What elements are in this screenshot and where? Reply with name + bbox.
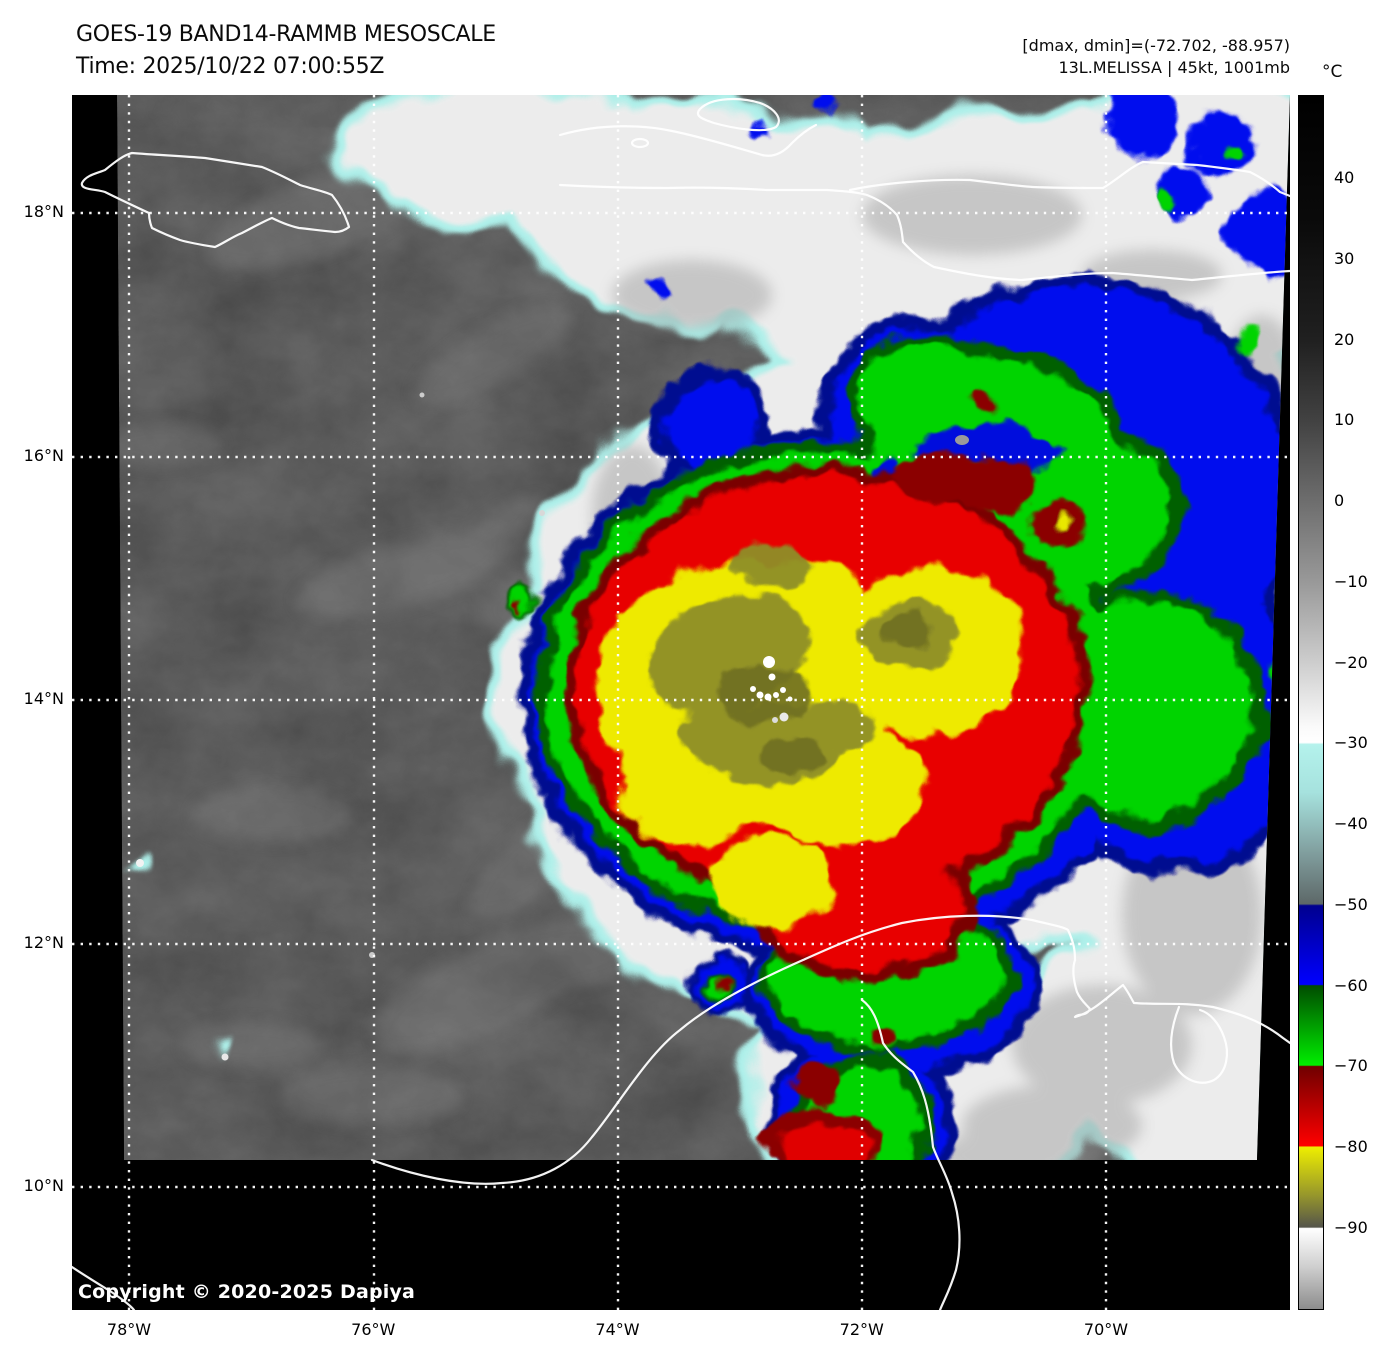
lon-axis-label: 72°W: [839, 1320, 884, 1339]
page-title: GOES-19 BAND14-RAMMB MESOSCALE: [76, 22, 496, 47]
graticule-layer: [72, 95, 1290, 1310]
coastline-sw-corner: [72, 1265, 136, 1310]
storm-info-label: 13L.MELISSA | 45kt, 1001mb: [1058, 58, 1290, 77]
embedded-red-cells: [513, 394, 1085, 1160]
lon-axis-label: 78°W: [106, 1320, 152, 1339]
colorbar-tick-label: −40: [1334, 814, 1368, 834]
lat-axis-label: 12°N: [23, 932, 64, 952]
gray-speck: [955, 435, 969, 445]
colorbar-tick-label: −10: [1334, 571, 1368, 591]
satellite-imagery: [72, 95, 1290, 1310]
colorbar-unit-label: °C: [1322, 62, 1343, 82]
lat-axis-label: 10°N: [23, 1176, 64, 1195]
colorbar-tick-label: 40: [1334, 168, 1355, 187]
colorbar-tick-label: 20: [1334, 329, 1355, 349]
coastline-cuba-islet: [696, 97, 780, 132]
colorbar-tick-label: −60: [1334, 975, 1368, 995]
colorbar-tick-label: −70: [1334, 1056, 1368, 1076]
timestamp-label: Time: 2025/10/22 07:00:55Z: [76, 54, 385, 79]
colorbar-tick-label: −90: [1334, 1218, 1368, 1237]
colorbar-tick-label: 0: [1334, 491, 1345, 511]
lat-axis-label: 18°N: [23, 202, 64, 221]
coastline-haiti-peninsula: [558, 183, 1290, 282]
coastline-gulf-venezuela: [860, 998, 961, 1310]
lon-axis-label: 70°W: [1083, 1320, 1129, 1339]
ir-imagery-layer: [117, 95, 1290, 1160]
coastline-cuba: [558, 123, 818, 157]
coastline-hispaniola-north: [848, 160, 1290, 198]
olive-coldest-layer: [644, 543, 960, 787]
swath-mask: [72, 95, 1290, 1310]
coastlines-layer: [72, 97, 1290, 1310]
colorbar-tick-label: −30: [1334, 733, 1368, 753]
colorbar-tick-label: 30: [1334, 248, 1355, 268]
lon-axis-label: 76°W: [351, 1320, 396, 1339]
colorbar-tick-label: −20: [1334, 652, 1368, 672]
colorbar-tick-label: 10: [1334, 410, 1355, 430]
coastline-lake-maracaibo: [1169, 1005, 1229, 1084]
lon-axis-label: 74°W: [595, 1320, 640, 1339]
coastline-key: [630, 137, 650, 149]
lat-axis-label: 16°N: [23, 445, 64, 465]
lat-axis-label: 14°N: [23, 689, 64, 708]
colorbar-tick-label: −80: [1334, 1137, 1368, 1157]
temperature-colorbar: [1298, 95, 1324, 1310]
copyright-text: Copyright © 2020-2025 Dapiya: [78, 1281, 416, 1303]
coastline-south-america: [370, 914, 1290, 1185]
satellite-map-panel: [72, 95, 1290, 1310]
dmax-dmin-label: [dmax, dmin]=(-72.702, -88.957): [1022, 36, 1290, 55]
overshoot-specks: [136, 392, 793, 1061]
coastline-jamaica: [80, 151, 351, 249]
colorbar-tick-label: −50: [1334, 894, 1368, 914]
